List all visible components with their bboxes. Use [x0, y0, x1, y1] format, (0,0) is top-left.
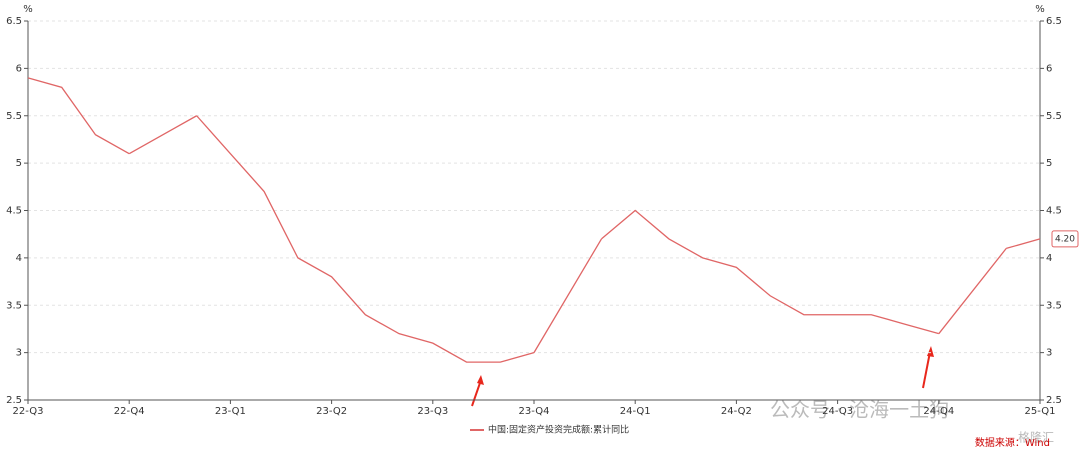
watermark: 公众号 · 沧海一土狗 — [770, 398, 949, 422]
y2-tick-label: 3.5 — [1046, 300, 1062, 311]
x-tick-label: 24-Q2 — [721, 406, 752, 417]
x-tick-label: 24-Q4 — [923, 406, 954, 417]
x-tick-label: 23-Q3 — [417, 406, 448, 417]
y-tick-label: 6 — [16, 63, 22, 74]
x-tick-label: 23-Q1 — [215, 406, 246, 417]
line — [601, 209, 939, 335]
y2-tick-label: 5.5 — [1046, 111, 1062, 122]
y2-tick-label: 3 — [1046, 348, 1052, 359]
x-tick-label: 25-Q1 — [1025, 406, 1056, 417]
y-tick-label: 4.5 — [6, 206, 22, 217]
y-axis-unit: % — [23, 4, 33, 15]
y2-tick-label: 2.5 — [1046, 395, 1062, 406]
y2-tick-label: 5 — [1046, 158, 1052, 169]
line — [196, 115, 535, 363]
y-tick-label: 4 — [16, 253, 22, 264]
gap-connector — [938, 247, 1007, 335]
x-tick-label: 22-Q3 — [13, 406, 44, 417]
gap-connector — [533, 238, 603, 353]
x-tick-label: 23-Q4 — [519, 406, 550, 417]
gap-connector — [128, 115, 197, 155]
y2-tick-label: 4.5 — [1046, 206, 1062, 217]
x-tick-label: 22-Q4 — [114, 406, 145, 417]
y-tick-label: 2.5 — [6, 395, 22, 406]
value-label-box — [1051, 230, 1079, 248]
y-tick-label: 6.5 — [6, 16, 22, 27]
value-label: 4.20 — [1055, 234, 1075, 244]
x-tick-label: 24-Q1 — [620, 406, 651, 417]
line — [27, 77, 130, 155]
y2-axis-unit: % — [1035, 4, 1045, 15]
arrows — [471, 346, 934, 407]
y-tick-label: 5 — [16, 158, 22, 169]
x-tick-label: 24-Q3 — [822, 406, 853, 417]
y-tick-label: 5.5 — [6, 111, 22, 122]
source: 数据来源：Wind — [975, 436, 1050, 449]
y2-tick-label: 4 — [1046, 253, 1052, 264]
y2-tick-label: 6 — [1046, 63, 1052, 74]
y-tick-label: 3.5 — [6, 300, 22, 311]
watermark: 格隆汇 — [1018, 430, 1054, 445]
y2-tick-label: 6.5 — [1046, 16, 1062, 27]
y-tick-label: 3 — [16, 348, 22, 359]
legend-label: 中国:固定资产投资完成额:累计同比 — [488, 424, 629, 436]
x-tick-label: 23-Q2 — [316, 406, 347, 417]
line — [1006, 238, 1041, 250]
